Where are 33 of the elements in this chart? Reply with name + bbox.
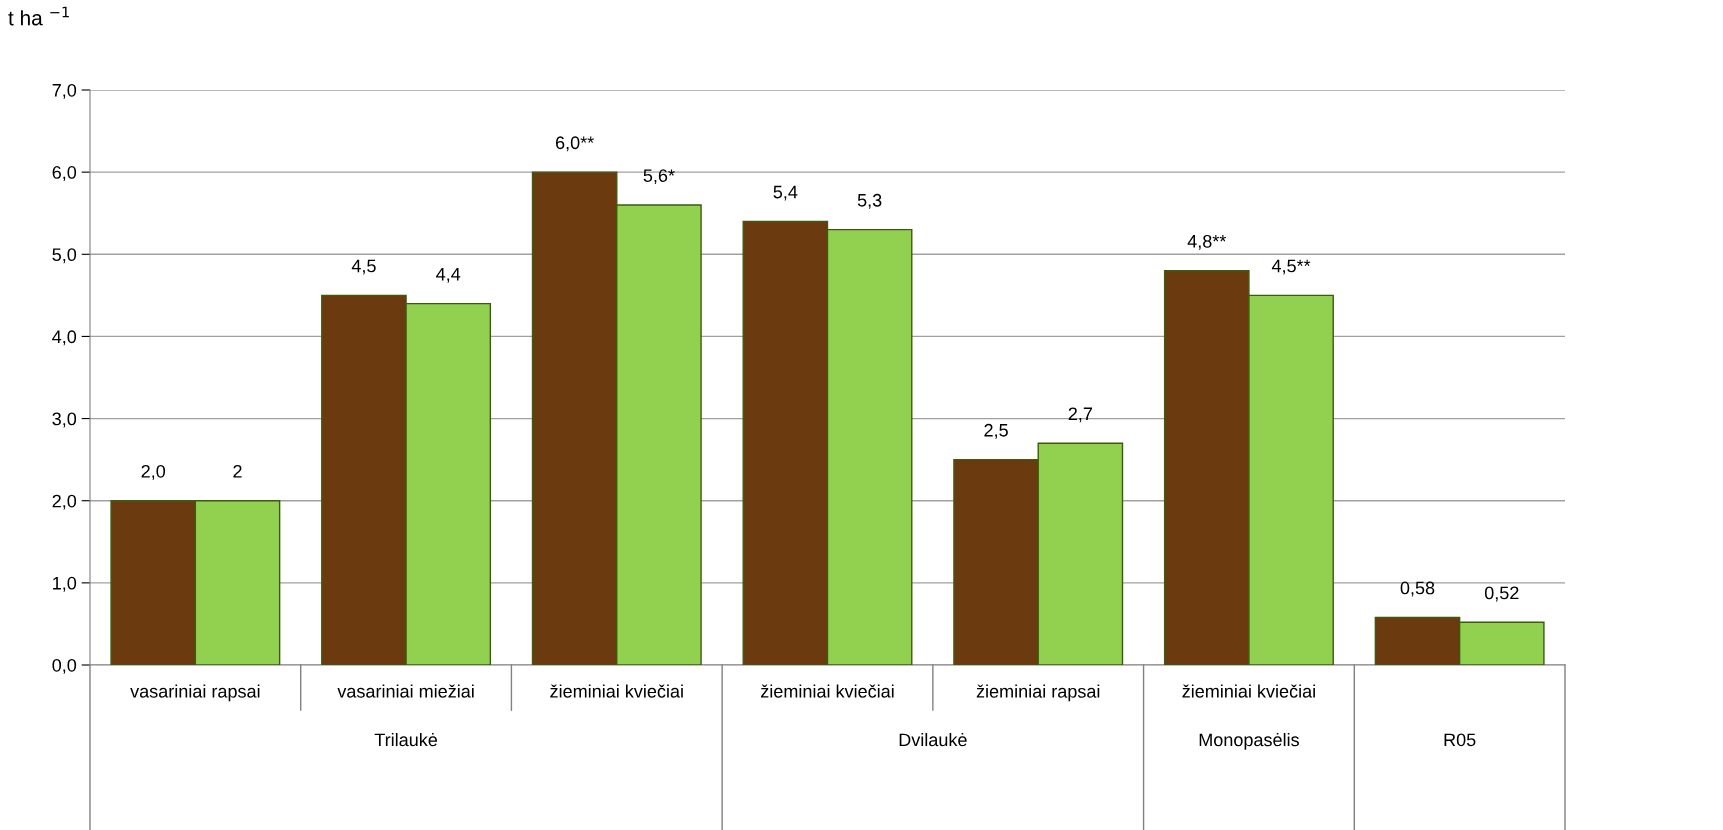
y-tick-label: 5,0 [52, 248, 77, 264]
data-label: 4,4 [436, 267, 461, 283]
data-label: 0,58 [1400, 581, 1435, 597]
data-label: 5,6* [643, 169, 675, 185]
data-label: 4,8** [1187, 234, 1227, 250]
text: Dvilaukė [899, 732, 967, 747]
x-tick-label: žieminiai kviečiai [761, 684, 894, 698]
y-tick-label: 7,0 [52, 83, 77, 99]
y-tick-label: 1,0 [53, 576, 77, 592]
data-label: 2,0 [141, 464, 166, 480]
data-label: 2,5 [984, 423, 1008, 439]
text: Monopasėlis [1199, 732, 1299, 750]
data-label: 4,5** [1271, 259, 1311, 275]
y-axis-title: t ha $^{−1}$ [8, 6, 69, 26]
x-tick-label: žieminiai rapsai [976, 684, 1100, 702]
y-tick-label: 2,0 [52, 494, 77, 510]
x-tick-label: vasariniai miežiai [337, 684, 474, 698]
y-tick-label: 6,0 [52, 166, 77, 181]
data-label: 4,5 [351, 259, 376, 275]
data-label: 6,0** [555, 136, 594, 152]
x-tick-label: žieminiai kviečiai [1182, 684, 1315, 698]
data-label: 5,3 [857, 193, 882, 209]
data-label: 5,4 [773, 185, 798, 201]
x-tick-label: vasariniai rapsai [130, 684, 260, 702]
data-label: 0,52 [1484, 586, 1519, 602]
data-label: 2,7 [1068, 407, 1092, 423]
x-tick-label: žieminiai kviečiai [550, 684, 683, 698]
y-tick-label: 4,0 [52, 330, 77, 346]
y-tick-label: 3,0 [52, 412, 77, 428]
data-label: 2 [233, 464, 242, 478]
text: Trilaukė [374, 732, 438, 747]
text: R05 [1444, 733, 1476, 747]
y-tick-label: 0,0 [52, 658, 77, 674]
